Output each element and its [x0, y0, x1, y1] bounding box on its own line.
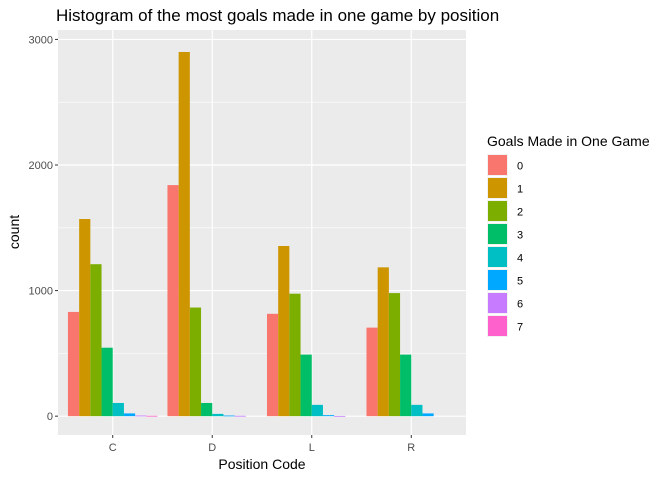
y-tick-label: 2000	[29, 160, 53, 172]
x-axis-title: Position Code	[218, 456, 305, 472]
legend-label: 3	[517, 230, 523, 242]
legend-swatch	[488, 247, 507, 267]
y-axis-title: count	[6, 215, 22, 249]
bar	[334, 416, 345, 417]
bar	[411, 405, 422, 416]
y-axis: 0 1000 2000 3000	[29, 34, 58, 423]
legend-label: 6	[517, 299, 523, 311]
y-tick-label: 1000	[29, 286, 53, 298]
bar	[223, 416, 234, 417]
bar	[190, 308, 201, 417]
x-tick-label: R	[407, 442, 415, 454]
legend-swatch	[488, 293, 507, 313]
y-tick-label: 3000	[29, 34, 53, 46]
chart-title: Histogram of the most goals made in one …	[56, 6, 499, 25]
legend-label: 7	[517, 322, 523, 334]
legend-label: 0	[517, 161, 523, 173]
bar	[167, 185, 178, 416]
bar	[389, 293, 400, 416]
bar	[102, 348, 113, 416]
legend-label: 1	[517, 184, 523, 196]
legend: Goals Made in One Game 0 1 2 3 4 5 6 7	[487, 133, 650, 337]
y-tick-label: 0	[47, 411, 53, 423]
x-tick-label: C	[109, 442, 117, 454]
bar	[323, 415, 334, 416]
legend-label: 5	[517, 276, 523, 288]
legend-swatch	[488, 155, 507, 175]
bar	[267, 314, 278, 416]
bar	[146, 416, 157, 417]
bar	[68, 312, 79, 416]
bar	[135, 416, 146, 417]
bar	[90, 264, 101, 416]
bar	[79, 219, 90, 416]
legend-swatch	[488, 270, 507, 290]
bar	[201, 403, 212, 416]
bar	[400, 355, 411, 417]
legend-swatch	[488, 201, 507, 221]
legend-label: 4	[517, 253, 523, 265]
x-tick-label: L	[309, 442, 315, 454]
legend-title: Goals Made in One Game	[487, 133, 650, 149]
bar	[124, 413, 135, 416]
bar	[212, 414, 223, 416]
bar	[366, 328, 377, 417]
legend-swatch	[488, 178, 507, 198]
bar	[289, 294, 300, 416]
bar	[235, 416, 246, 417]
bar	[179, 52, 190, 416]
bar	[278, 246, 289, 416]
bar	[422, 413, 433, 416]
bar	[312, 405, 323, 416]
bar	[378, 267, 389, 416]
legend-label: 2	[517, 207, 523, 219]
bar	[301, 355, 312, 417]
bar	[113, 403, 124, 416]
legend-swatch	[488, 224, 507, 244]
x-tick-label: D	[208, 442, 216, 454]
legend-swatch	[488, 316, 507, 336]
